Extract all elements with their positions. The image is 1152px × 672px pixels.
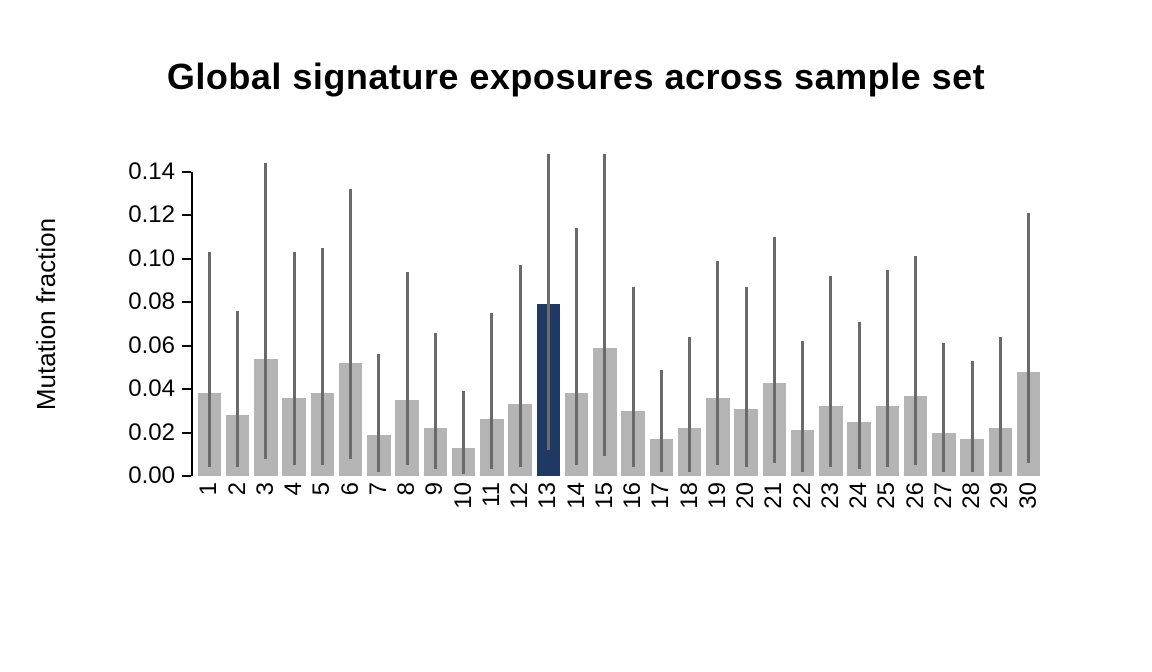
x-axis-label: 3 — [251, 482, 279, 496]
y-axis-tick — [182, 344, 191, 347]
y-axis-tick — [182, 214, 191, 217]
error-bar — [942, 343, 946, 472]
x-axis-label: 2 — [223, 482, 251, 496]
x-axis-label: 15 — [590, 482, 618, 509]
y-axis-tick-label: 0.10 — [128, 244, 175, 272]
y-axis-tick-label: 0.14 — [128, 157, 175, 185]
x-axis-label: 17 — [647, 482, 675, 509]
y-axis-tick-label: 0.04 — [128, 375, 175, 403]
x-axis-label: 19 — [703, 482, 731, 509]
error-bar — [518, 265, 522, 468]
x-axis-label: 29 — [986, 482, 1014, 509]
x-axis-label: 9 — [421, 482, 449, 496]
error-bar — [320, 247, 324, 466]
x-axis-label: 22 — [788, 482, 816, 509]
y-axis-tick — [182, 170, 191, 173]
x-axis-label: 5 — [308, 482, 336, 496]
x-axis-label: 25 — [873, 482, 901, 509]
x-axis-label: 13 — [534, 482, 562, 509]
chart-title: Global signature exposures across sample… — [166, 56, 986, 97]
x-axis-label: 8 — [393, 482, 421, 496]
x-axis-label: 23 — [816, 482, 844, 509]
x-axis-label: 1 — [195, 482, 223, 496]
x-axis-label: 28 — [958, 482, 986, 509]
error-bar — [885, 269, 889, 468]
y-axis-tick-label: 0.06 — [128, 331, 175, 359]
x-axis-label: 24 — [845, 482, 873, 509]
x-axis-label: 12 — [506, 482, 534, 509]
x-axis-label: 11 — [477, 482, 505, 507]
error-bar — [490, 313, 494, 470]
x-axis-label: 16 — [619, 482, 647, 509]
error-bar — [264, 163, 268, 459]
y-axis-tick — [182, 475, 191, 477]
error-bar — [857, 321, 861, 470]
x-axis-label: 18 — [675, 482, 703, 509]
error-bar — [292, 252, 296, 466]
y-axis-tick-label: 0.02 — [128, 418, 175, 446]
x-axis-label: 20 — [732, 482, 760, 509]
y-axis-title: Mutation fraction — [31, 217, 61, 411]
x-axis-label: 27 — [929, 482, 957, 509]
y-axis-tick-label: 0.12 — [128, 201, 175, 229]
error-bar — [462, 391, 466, 474]
x-axis-label: 30 — [1014, 482, 1042, 509]
error-bar — [405, 271, 409, 466]
error-bar — [603, 154, 607, 457]
error-bar — [207, 252, 211, 468]
x-axis-label: 6 — [336, 482, 364, 496]
y-axis-tick — [182, 301, 191, 304]
error-bar — [998, 336, 1002, 472]
y-axis-tick — [182, 431, 191, 434]
x-axis-label: 21 — [760, 482, 788, 509]
y-axis-tick — [182, 257, 191, 260]
error-bar — [349, 189, 353, 459]
error-bar — [829, 276, 833, 468]
x-axis-label: 26 — [901, 482, 929, 509]
error-bar — [433, 332, 437, 470]
error-bar — [1027, 213, 1031, 463]
error-bar — [377, 354, 381, 472]
y-axis-tick-label: 0.08 — [128, 288, 175, 316]
error-bar — [970, 360, 974, 472]
x-axis-label: 14 — [562, 482, 590, 509]
error-bar — [688, 336, 692, 472]
x-axis-label: 10 — [449, 482, 477, 509]
error-bar — [772, 236, 776, 463]
y-axis-tick-label: 0.00 — [128, 462, 175, 489]
error-bar — [801, 341, 805, 472]
x-axis-label: 4 — [280, 482, 308, 496]
error-bar — [744, 286, 748, 468]
error-bar — [659, 369, 663, 472]
error-bar — [914, 256, 918, 466]
y-axis-line — [191, 171, 193, 476]
x-axis-label: 7 — [364, 482, 392, 496]
y-axis-tick — [182, 388, 191, 391]
error-bar — [546, 154, 550, 450]
error-bar — [575, 228, 579, 466]
plot-area: 0.00 0.02 0.04 0.06 0.08 0.10 0.12 0.14 1 2 3 4 5 6 7 8… — [128, 150, 1045, 509]
error-bar — [716, 260, 720, 466]
error-bar — [631, 286, 635, 468]
error-bar — [236, 310, 240, 468]
